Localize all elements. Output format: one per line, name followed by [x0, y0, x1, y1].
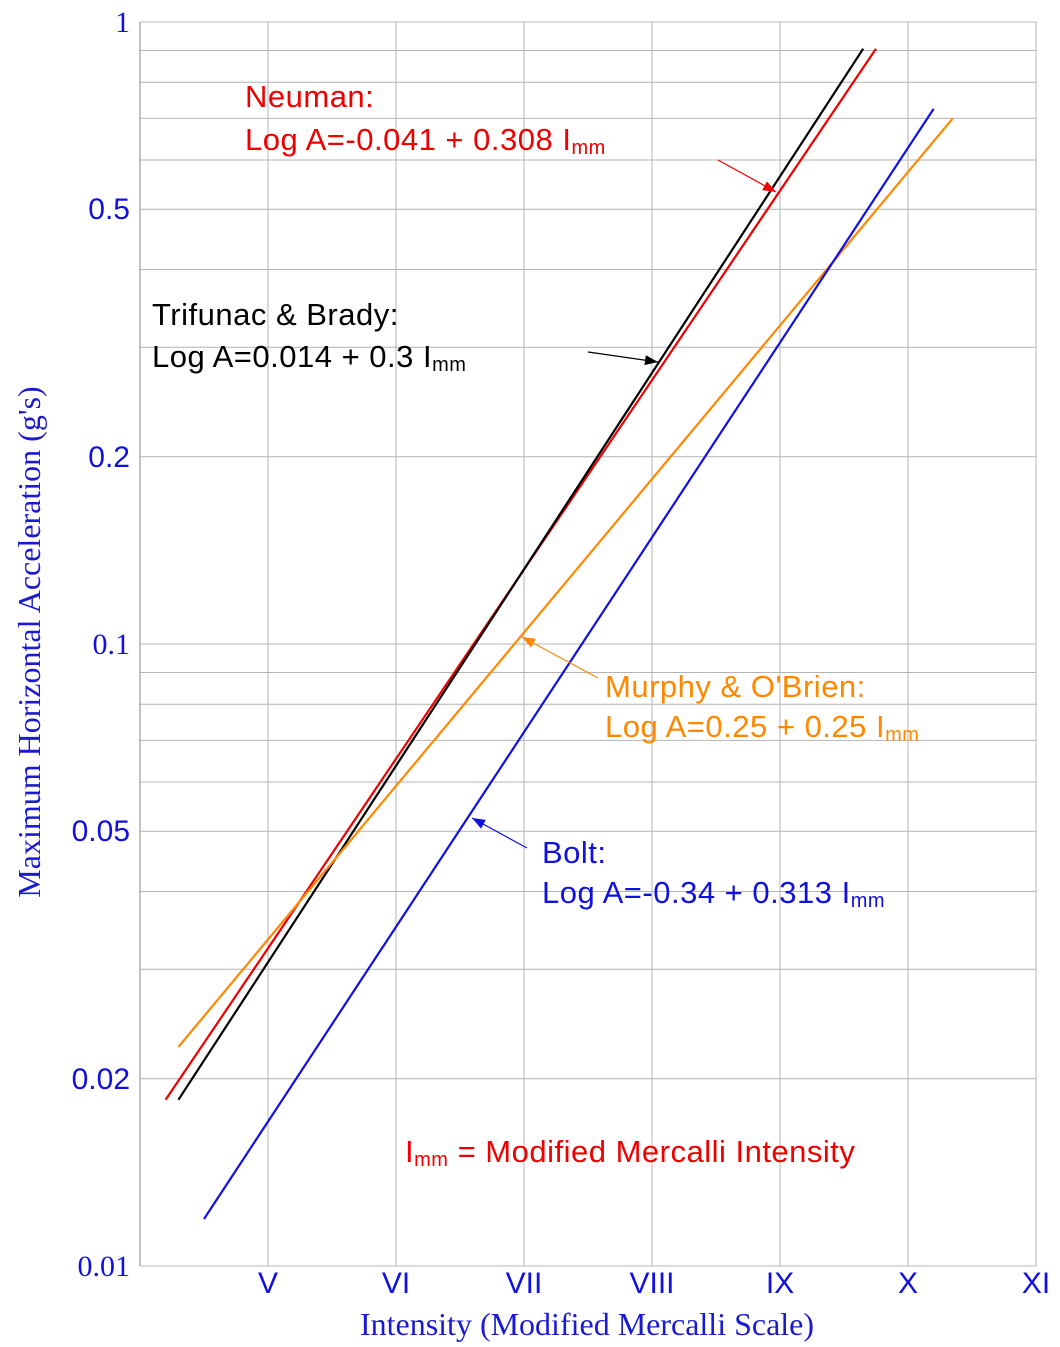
y-tick-label: 0.5 [88, 193, 130, 226]
imm-legend: Imm = Modified Mercalli Intensity [405, 1134, 855, 1171]
murphy-equation: Log A=0.25 + 0.25 Imm [605, 709, 919, 746]
x-tick-label: X [898, 1267, 918, 1300]
neuman-equation: Log A=-0.041 + 0.308 Imm [245, 122, 606, 159]
y-axis-label: Maximum Horizontal Acceleration (g's) [11, 386, 47, 897]
grid [139, 21, 1037, 1267]
x-axis-label: Intensity (Modified Mercalli Scale) [360, 1306, 814, 1342]
y-tick-label: 1 [115, 6, 130, 39]
y-tick-label: 0.1 [93, 628, 131, 661]
x-tick-label: XI [1022, 1267, 1050, 1300]
x-tick-labels: V VI VII VIII IX X XI [258, 1267, 1050, 1300]
x-tick-label: VIII [629, 1267, 674, 1300]
neuman-title: Neuman: [245, 79, 374, 114]
series-line-murphy-o-brien [177, 117, 954, 1048]
trifunac-arrow-head [644, 355, 658, 366]
y-tick-label: 0.01 [78, 1250, 131, 1283]
trifunac-title: Trifunac & Brady: [152, 297, 399, 332]
x-tick-label: VII [506, 1267, 543, 1300]
murphy-arrow-line [521, 636, 599, 679]
series-line-trifunac-brady [177, 48, 865, 1101]
murphy-title: Murphy & O'Brien: [605, 669, 866, 704]
y-tick-label: 0.2 [88, 441, 130, 474]
murphy-arrow-head [522, 637, 536, 648]
bolt-arrow-head [472, 818, 486, 829]
x-tick-label: VI [382, 1267, 410, 1300]
series-line-bolt [203, 108, 935, 1220]
annotation-arrows [471, 159, 777, 849]
y-tick-label: 0.02 [72, 1063, 130, 1096]
trifunac-equation: Log A=0.014 + 0.3 Imm [152, 339, 466, 376]
bolt-title: Bolt: [542, 835, 607, 870]
series-lines [164, 48, 954, 1220]
neuman-arrow-head [762, 181, 776, 192]
bolt-equation: Log A=-0.34 + 0.313 Imm [542, 875, 885, 912]
x-tick-label: IX [766, 1267, 794, 1300]
y-tick-labels: 1 0.5 0.2 0.1 0.05 0.02 0.01 [72, 6, 130, 1283]
y-tick-label: 0.05 [72, 815, 130, 848]
x-tick-label: V [258, 1267, 278, 1300]
